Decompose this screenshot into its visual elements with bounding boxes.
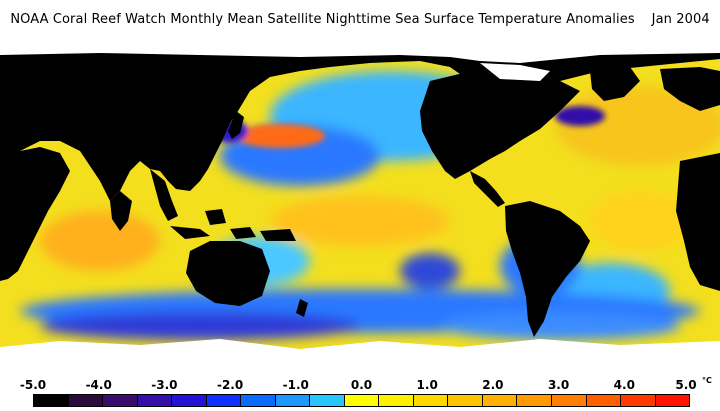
legend-tick-labels: -5.0 -4.0 -3.0 -2.0 -1.0 0.0 1.0 2.0 3.0 4.0 5.0 °C	[0, 376, 720, 392]
legend-tick-label: -2.0	[216, 378, 244, 392]
color-swatch	[241, 395, 276, 406]
legend-tick-label: 1.0	[416, 378, 438, 392]
legend-tick-label: -4.0	[85, 378, 112, 392]
color-swatch	[206, 395, 242, 406]
map-title: NOAA Coral Reef Watch Monthly Mean Satel…	[10, 12, 710, 27]
color-swatch	[413, 395, 449, 406]
legend-tick-label: 3.0	[547, 378, 570, 392]
color-swatch	[172, 395, 207, 406]
legend-unit: °C	[702, 376, 712, 385]
legend-tick-label: -5.0	[19, 378, 47, 392]
color-scale-bar	[33, 394, 690, 407]
color-swatch	[448, 395, 483, 406]
legend-tick-label: 2.0	[482, 378, 504, 392]
color-swatch	[344, 395, 380, 406]
color-swatch	[34, 395, 69, 406]
color-swatch	[517, 395, 552, 406]
legend-tick-label: 5.0	[675, 378, 697, 392]
color-swatch	[379, 395, 414, 406]
color-swatch	[103, 395, 138, 406]
color-swatch	[551, 395, 587, 406]
color-swatch	[310, 395, 345, 406]
color-swatch	[68, 395, 104, 406]
color-swatch	[137, 395, 173, 406]
color-swatch	[482, 395, 518, 406]
legend-tick-label: 0.0	[350, 378, 373, 392]
legend-tick-label: -3.0	[151, 378, 178, 392]
legend-tick-label: 4.0	[613, 378, 635, 392]
color-swatch	[275, 395, 311, 406]
color-swatch	[586, 395, 622, 406]
sst-anomaly-map	[0, 41, 720, 371]
legend-tick-label: -1.0	[282, 378, 309, 392]
color-swatch	[621, 395, 656, 406]
color-swatch	[655, 395, 690, 406]
sea-ice	[0, 41, 720, 371]
